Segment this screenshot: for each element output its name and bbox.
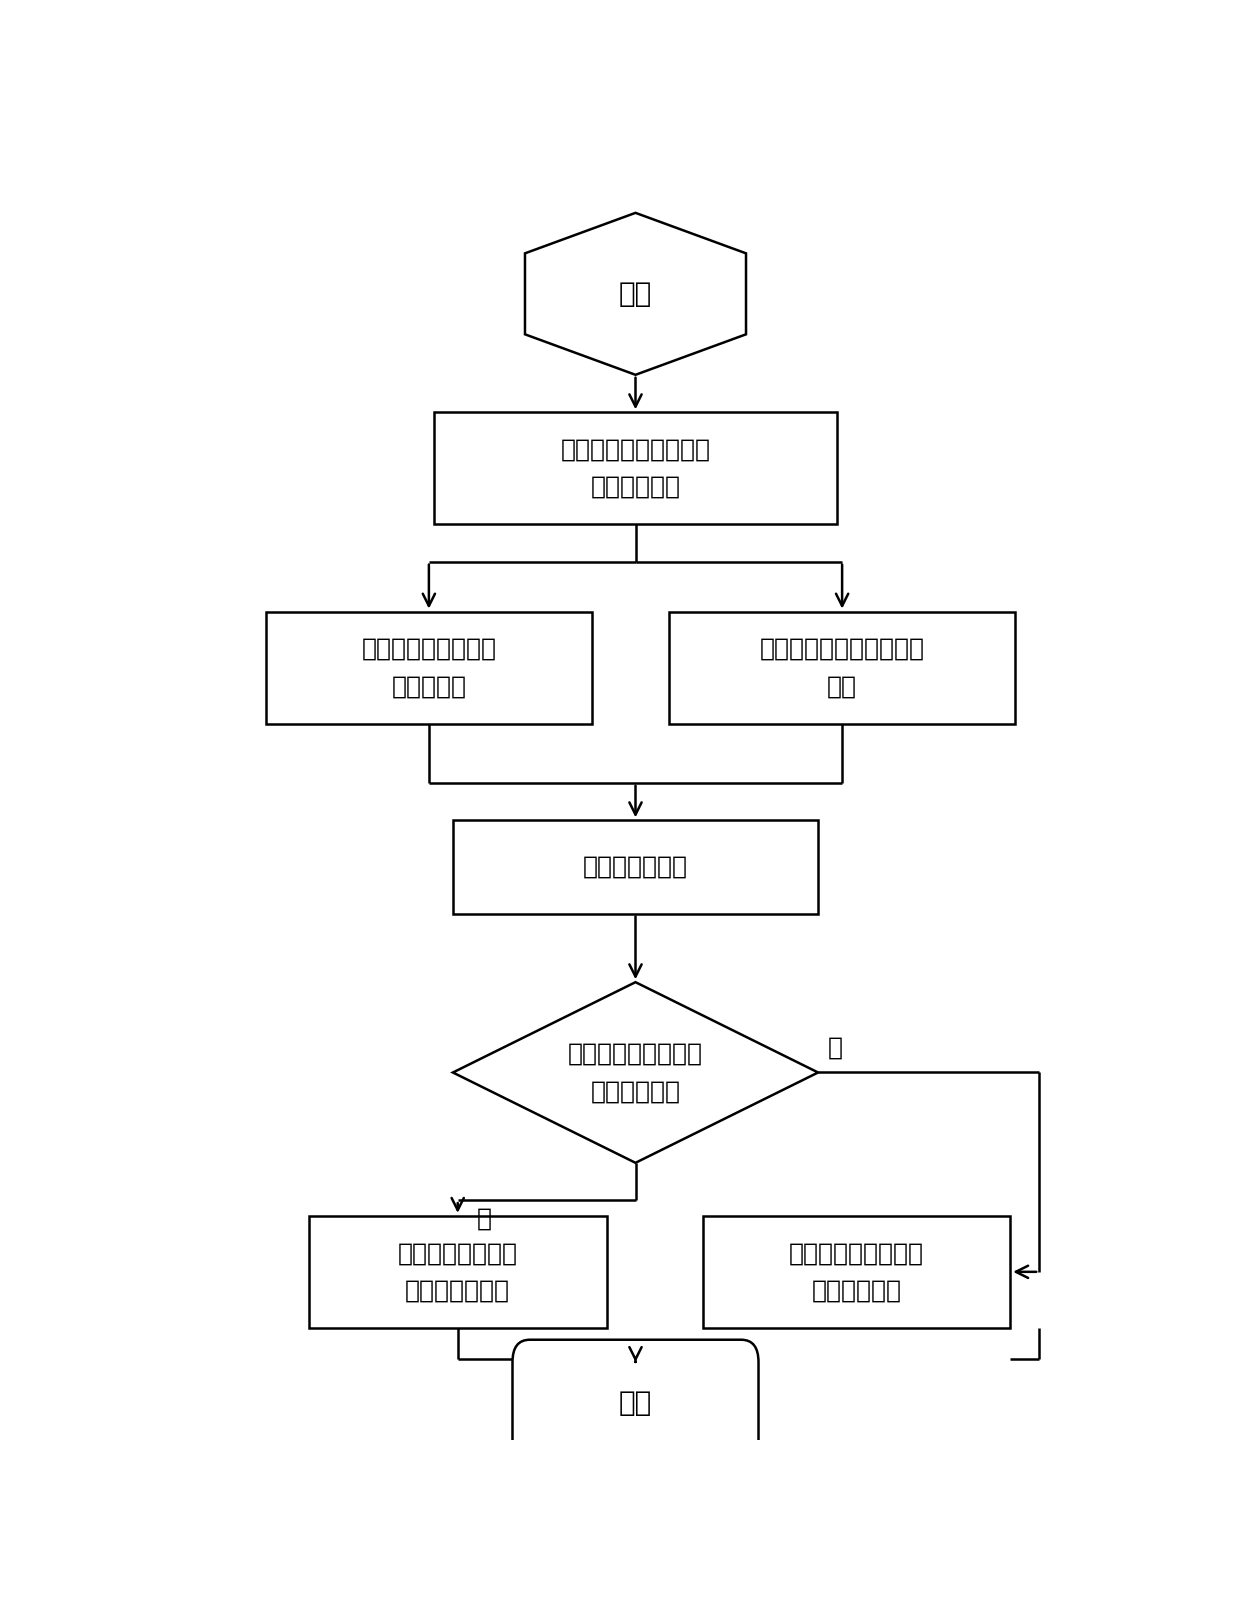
Text: 结束: 结束 <box>619 1388 652 1417</box>
Text: 否: 否 <box>828 1036 843 1060</box>
FancyBboxPatch shape <box>434 413 837 524</box>
Polygon shape <box>453 982 818 1163</box>
FancyBboxPatch shape <box>703 1215 1011 1328</box>
FancyBboxPatch shape <box>453 820 818 914</box>
Text: 开始: 开始 <box>619 280 652 307</box>
FancyBboxPatch shape <box>265 612 593 723</box>
Polygon shape <box>525 214 746 375</box>
Text: 判定在监测信道内
有授权用户信号: 判定在监测信道内 有授权用户信号 <box>398 1241 518 1302</box>
Text: 利用采样信号来估计噪声
功率: 利用采样信号来估计噪声 功率 <box>760 637 925 699</box>
Text: 对来自监测信道的接收
信号进行采样: 对来自监测信道的接收 信号进行采样 <box>560 437 711 498</box>
Text: 计算检验统计量: 计算检验统计量 <box>583 854 688 879</box>
Text: 判定在监测信道内无
授权用户信号: 判定在监测信道内无 授权用户信号 <box>789 1241 924 1302</box>
Text: 是: 是 <box>477 1207 492 1230</box>
FancyBboxPatch shape <box>670 612 1016 723</box>
Text: 比较检验统计量是否
大于判决门限: 比较检验统计量是否 大于判决门限 <box>568 1042 703 1103</box>
Text: 利用采样信号来计算
协方差矩阵: 利用采样信号来计算 协方差矩阵 <box>361 637 496 699</box>
FancyBboxPatch shape <box>309 1215 606 1328</box>
FancyBboxPatch shape <box>512 1340 759 1466</box>
